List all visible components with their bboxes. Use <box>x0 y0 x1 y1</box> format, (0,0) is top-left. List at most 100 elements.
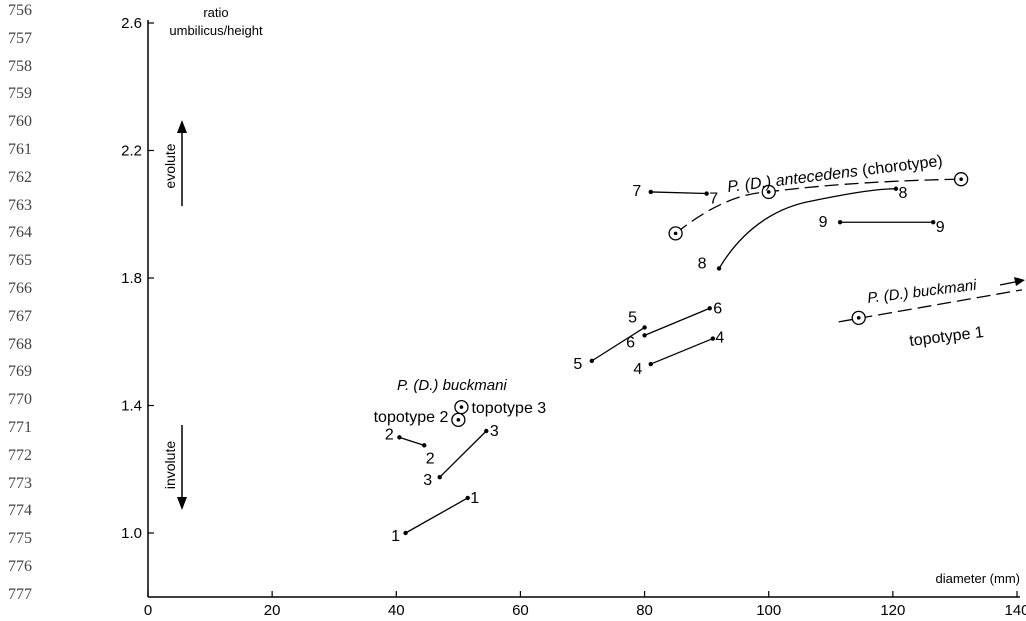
topotype1-species-label: P. (D.) buckmani <box>866 277 978 307</box>
data-point <box>642 325 647 330</box>
point-label: 1 <box>391 528 400 545</box>
series-group: 1 1 2 2 3 3 4 4 5 5 6 6 7 7 8 8 9 9 <box>385 183 945 545</box>
x-tick-label: 80 <box>636 602 653 619</box>
x-tick-label: 20 <box>264 602 281 619</box>
line-number: 770 <box>8 391 32 409</box>
point-label: 6 <box>626 334 635 351</box>
line-number: 774 <box>8 502 32 520</box>
y-tick-label: 1.8 <box>121 270 142 287</box>
x-tick-label: 40 <box>388 602 405 619</box>
line-number: 758 <box>8 57 32 75</box>
data-point <box>707 306 712 311</box>
antecedens-species: P. (D.) antecedens <box>726 163 858 196</box>
series-line-8 <box>718 188 896 269</box>
line-number: 769 <box>8 363 32 381</box>
y-axis-label-line1: ratio <box>203 5 228 20</box>
data-point <box>716 266 722 271</box>
x-tick-label: 100 <box>756 602 781 619</box>
data-point <box>437 475 442 480</box>
line-number: 761 <box>8 141 32 158</box>
topotype1-arrow-head <box>1014 277 1025 286</box>
antecedens-specimen-center <box>959 177 963 181</box>
line-number: 772 <box>8 446 32 464</box>
point-label: 9 <box>936 219 945 236</box>
point-label: 4 <box>633 361 642 378</box>
series-line-7 <box>650 191 707 195</box>
point-label: 3 <box>490 423 499 440</box>
series-line-3 <box>439 430 487 478</box>
y-tick-label: 2.6 <box>121 15 142 32</box>
topotype3-label: topotype 3 <box>471 400 546 417</box>
evolute-label: evolute <box>162 143 178 188</box>
point-label: 5 <box>628 309 637 326</box>
series-line-1 <box>405 497 468 534</box>
line-number: 762 <box>8 168 32 186</box>
data-point <box>704 191 709 196</box>
line-number: 764 <box>8 224 32 242</box>
antecedens-specimen-center <box>673 231 678 236</box>
point-label: 8 <box>899 185 908 202</box>
x-tick-label: 60 <box>512 602 529 619</box>
point-label: 6 <box>713 300 722 317</box>
y-tick-label: 1.4 <box>121 398 142 415</box>
data-point <box>484 428 489 434</box>
data-point <box>589 358 595 364</box>
series-line-6 <box>644 307 710 336</box>
point-label: 1 <box>470 490 479 507</box>
point-label: 3 <box>423 472 432 489</box>
buckmani-label: P. (D.) buckmani <box>397 377 507 394</box>
topotype1-dashed-line <box>838 289 1023 323</box>
point-label: 7 <box>632 183 641 200</box>
data-point <box>422 443 427 448</box>
x-axis-label: diameter (mm) <box>935 571 1020 586</box>
data-point <box>931 220 936 225</box>
topotype1-marker-center <box>856 316 861 320</box>
x-tick-label: 0 <box>144 602 152 619</box>
x-tick-label: 120 <box>880 602 905 619</box>
line-number: 775 <box>8 530 32 548</box>
line-number: 766 <box>8 280 32 297</box>
data-point <box>648 189 653 195</box>
evolute-arrow-head <box>177 120 187 133</box>
data-point <box>465 495 470 501</box>
point-label: 9 <box>819 214 828 231</box>
x-tick-label: 140 <box>1004 602 1026 619</box>
data-point <box>403 530 408 536</box>
data-point <box>397 435 402 440</box>
series-line-5 <box>591 326 645 362</box>
line-number: 767 <box>8 307 32 325</box>
line-number: 759 <box>8 85 32 103</box>
point-label: 2 <box>426 450 435 467</box>
point-label: 2 <box>385 426 394 443</box>
y-axis-label-line2: umbilicus/height <box>169 23 263 38</box>
topotype1-label: topotype 1 <box>908 324 984 350</box>
data-point <box>648 361 653 367</box>
line-number: 777 <box>8 585 32 603</box>
data-point <box>837 220 843 225</box>
series-line-2 <box>399 436 425 446</box>
y-tick-label: 1.0 <box>121 525 142 542</box>
antecedens-label: P. (D.) antecedens (chorotype) <box>726 153 943 196</box>
line-number: 771 <box>8 419 32 436</box>
point-label: 8 <box>698 255 707 272</box>
involute-arrow-head <box>177 497 187 510</box>
series-line-4 <box>650 337 714 365</box>
line-number: 763 <box>8 196 32 214</box>
line-number: 760 <box>8 113 32 131</box>
topotype3-marker-center <box>459 405 464 409</box>
line-number: 776 <box>8 558 32 575</box>
direction-arrows: evolute involute <box>162 120 187 510</box>
antecedens-qualifier: (chorotype) <box>857 153 944 180</box>
involute-label: involute <box>162 441 178 489</box>
y-tick-label: 2.2 <box>121 143 142 160</box>
antecedens-specimen-center <box>766 190 771 194</box>
point-label: 5 <box>573 356 582 373</box>
point-label: 4 <box>715 330 724 347</box>
line-number: 768 <box>8 335 32 353</box>
topotype2-label: topotype 2 <box>374 409 449 426</box>
data-point <box>710 336 716 341</box>
axes: 0 20 40 60 80 100 120 140 1.0 1.4 1.8 2.2 2.6 <box>121 15 1026 619</box>
data-point <box>893 186 899 191</box>
line-number: 773 <box>8 474 32 492</box>
point-label: 7 <box>709 191 718 208</box>
